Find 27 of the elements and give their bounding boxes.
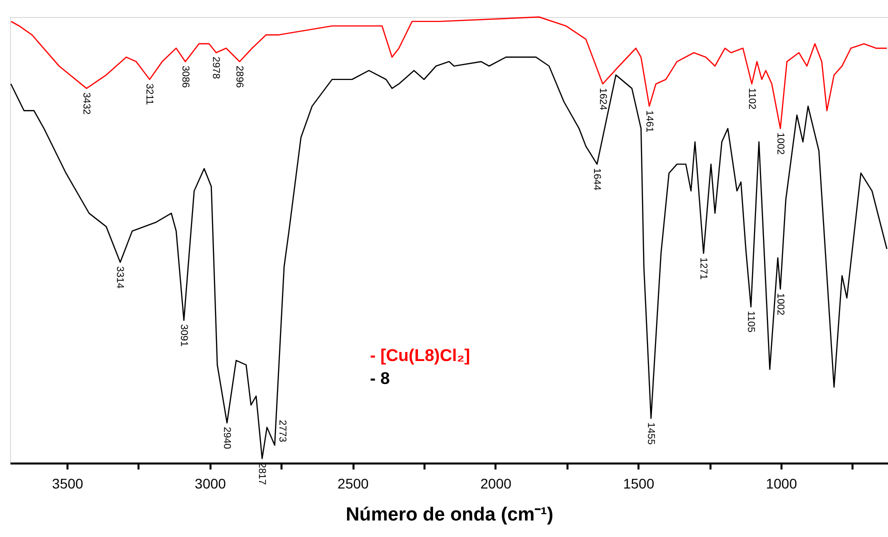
annotation: 1002 [774,132,786,156]
text: - [Cu(L8)Cl₂] [370,346,470,365]
annotation: 3091 [178,324,189,347]
x-axis-title: Número de onda (cm⁻¹) [346,504,554,526]
x-tick-label: 2000 [480,476,512,492]
annotation: 2773 [276,420,288,443]
annotation: 3086 [179,66,190,88]
annotation: 1455 [645,422,656,446]
annotation: 1644 [591,168,602,191]
x-tick-label: 3000 [194,476,226,492]
annotation: 2940 [221,426,232,450]
annotation: 1624 [596,88,608,111]
annotation: 1102 [746,88,757,110]
annotation: 3211 [144,83,155,106]
x-tick-label: 1000 [766,476,798,492]
annotation: 1461 [643,110,654,133]
annotation: 2896 [234,66,245,88]
annotation: 2978 [210,56,222,80]
annotation: 3432 [80,92,92,116]
x-tick-label: 3500 [52,476,84,492]
x-tick-label: 1500 [623,476,654,492]
text: - 8 [370,368,390,388]
annotation: 1002 [774,293,786,316]
annotation: 1105 [744,310,756,333]
annotation: 3314 [114,266,126,289]
x-tick-label: 2500 [338,476,369,492]
annotation: 1271 [698,257,709,280]
